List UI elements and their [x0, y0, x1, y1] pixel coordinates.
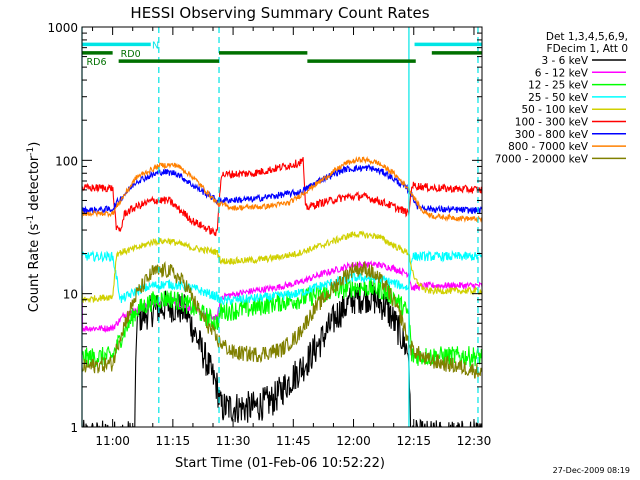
series-line-3 — [82, 249, 482, 306]
x-tick-label-1: 11:15 — [156, 434, 191, 448]
tick-layer: 11:00 11:15 11:30 11:45 12:00 12:15 12:30 1 10 10… — [47, 21, 491, 448]
legend-label-5: 100 - 300 keV — [515, 117, 589, 129]
y-tick-label-1: 10 — [63, 288, 78, 302]
flag-label-rd6: RD6 — [87, 57, 107, 68]
series-line-6 — [82, 163, 482, 215]
legend-header-2: FDecim 1, Att 0 — [547, 43, 628, 55]
y-axis-label-mid: detector — [27, 155, 42, 215]
series-line-4 — [82, 230, 482, 304]
series-line-5 — [82, 156, 482, 237]
legend-label-6: 300 - 800 keV — [515, 129, 589, 141]
x-tick-label-0: 11:00 — [95, 434, 130, 448]
y-axis-label-suffix: ) — [27, 142, 42, 147]
y-axis-label: Count Rate (s-1 detector-1) — [26, 142, 42, 313]
x-axis-label: Start Time (01-Feb-06 10:52:22) — [175, 456, 385, 471]
legend-label-4: 50 - 100 keV — [521, 104, 588, 116]
y-axis-label-exp1: -1 — [26, 215, 36, 224]
y-axis-label-prefix: Count Rate (s — [27, 224, 42, 313]
flag-label-rd0: RD0 — [121, 49, 141, 60]
legend-header-1: Det 1,3,4,5,6,9, — [546, 31, 628, 43]
y-axis-label-exp2: -1 — [26, 147, 36, 156]
plot-frame — [81, 26, 483, 428]
x-tick-label-5: 12:15 — [396, 434, 431, 448]
x-tick-label-4: 12:00 — [336, 434, 371, 448]
series-layer — [82, 155, 482, 427]
legend: Det 1,3,4,5,6,9, FDecim 1, Att 0 3 - 6 k… — [495, 31, 628, 165]
flag-label-n: N — [152, 40, 159, 51]
x-tick-label-2: 11:30 — [216, 434, 251, 448]
legend-label-7: 800 - 7000 keV — [508, 141, 589, 153]
series-line-8 — [82, 260, 482, 379]
flag-layer: N RD0 RD6 — [82, 40, 482, 68]
y-tick-label-3: 1000 — [47, 21, 78, 35]
x-tick-label-6: 12:30 — [457, 434, 492, 448]
vline-layer — [81, 27, 479, 427]
legend-label-2: 12 - 25 keV — [528, 80, 589, 92]
y-tick-label-2: 100 — [55, 154, 78, 168]
x-tick-label-3: 11:45 — [276, 434, 311, 448]
timestamp: 27-Dec-2009 08:19 — [553, 466, 630, 475]
y-tick-label-0: 1 — [70, 421, 78, 435]
chart-title: HESSI Observing Summary Count Rates — [130, 4, 429, 22]
legend-label-3: 25 - 50 keV — [528, 92, 589, 104]
legend-label-8: 7000 - 20000 keV — [495, 153, 589, 165]
legend-label-1: 6 - 12 keV — [535, 67, 589, 79]
series-line-7 — [82, 155, 482, 223]
legend-label-0: 3 - 6 keV — [541, 55, 588, 67]
